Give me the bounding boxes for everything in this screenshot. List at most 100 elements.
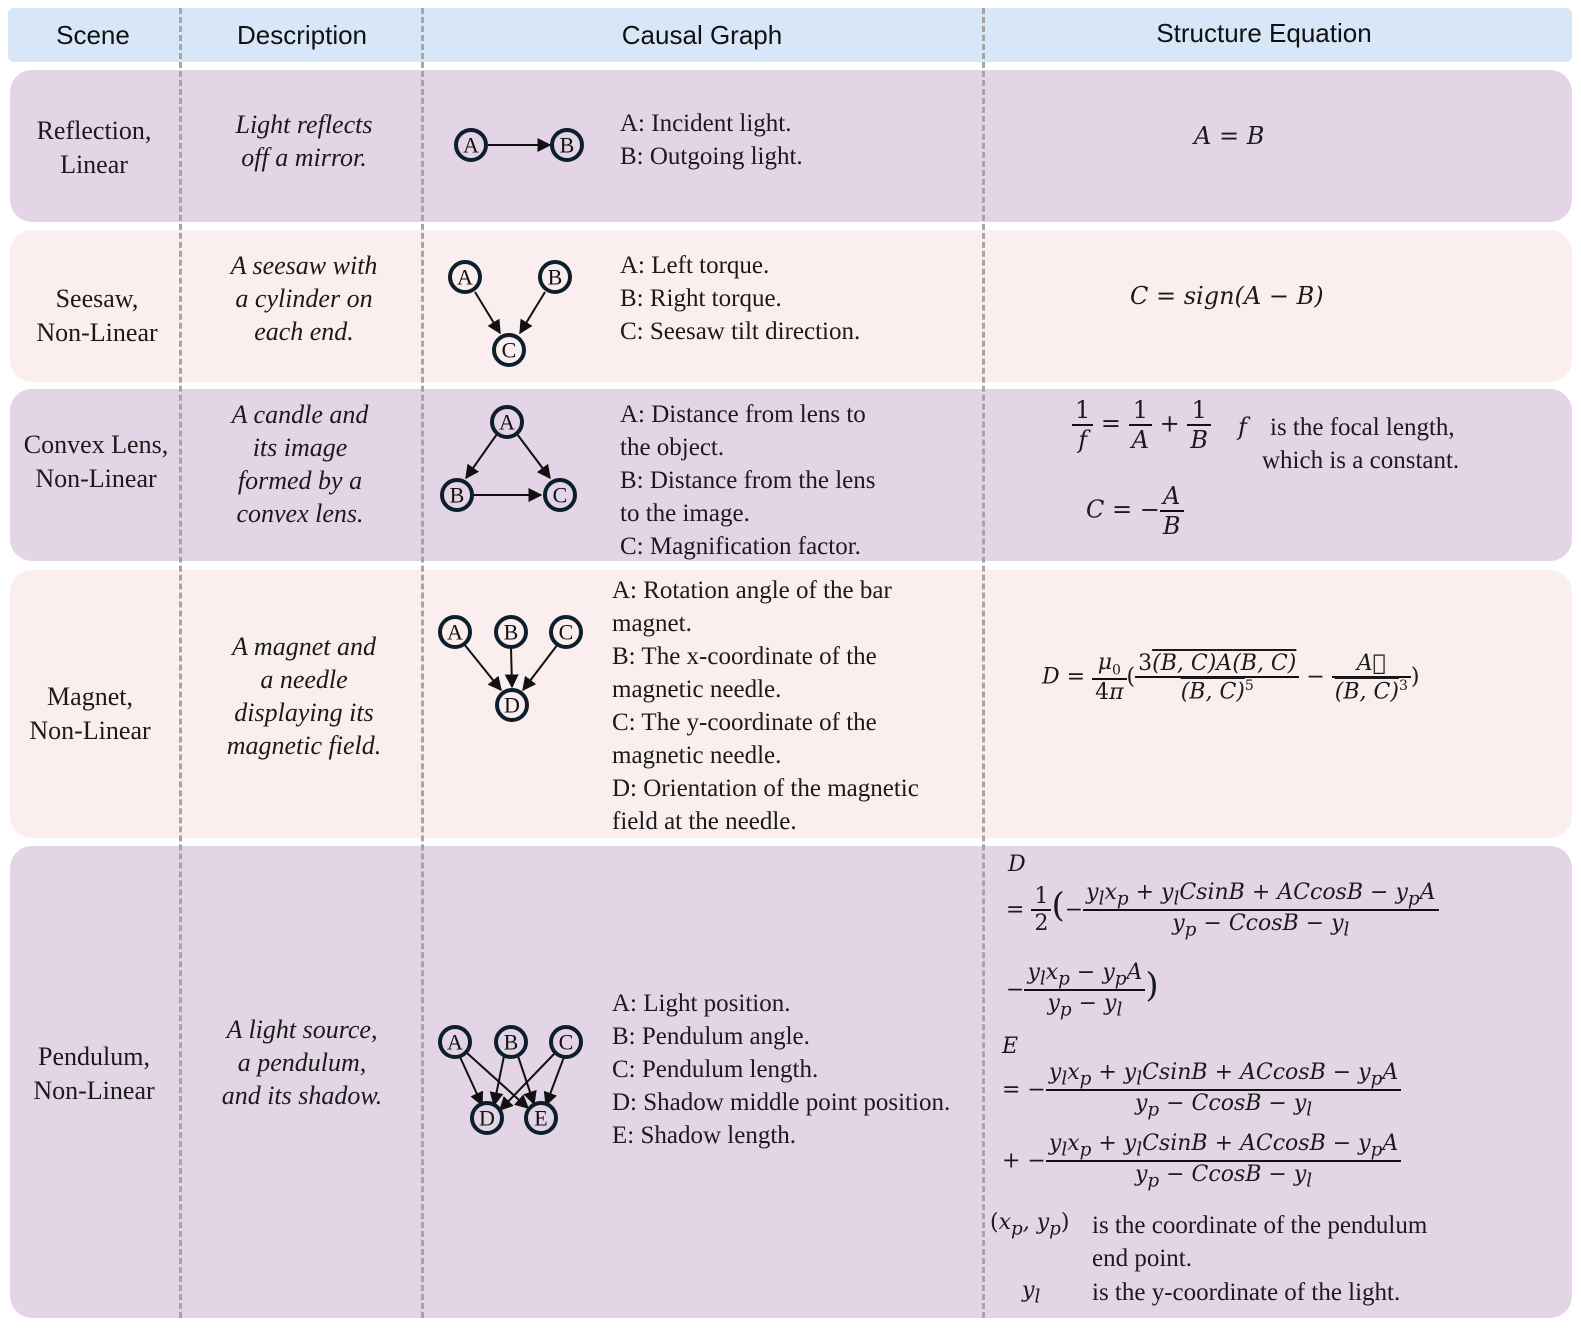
description-line: A magnet and — [232, 632, 376, 661]
light-y-symbol: yl — [1022, 1278, 1041, 1308]
description-line: convex lens. — [236, 499, 364, 528]
edge-a-d — [459, 1056, 484, 1107]
variable-item: field at the needle. — [612, 808, 797, 835]
edge-b-e — [517, 1055, 537, 1106]
scene-description: A light source, a pendulum, and its shad… — [182, 1013, 422, 1112]
node-label: E — [534, 1106, 547, 1131]
scene-name: Magnet, — [47, 682, 133, 711]
header-description: Description — [236, 20, 368, 50]
scene-name: Pendulum, — [38, 1042, 150, 1071]
variable-item: magnetic needle. — [612, 742, 782, 769]
scene-description: A seesaw with a cylinder on each end. — [184, 249, 424, 348]
variable-list: A: Light position. B: Pendulum angle. C:… — [612, 987, 950, 1152]
node-label: B — [450, 483, 465, 508]
edge-b-d — [504, 646, 519, 689]
scene-label: Seesaw, Non-Linear — [10, 282, 184, 350]
causal-graph: A B C D — [438, 615, 583, 722]
node-label: B — [560, 133, 575, 158]
row-magnet — [10, 570, 1572, 838]
node-b — [494, 1025, 528, 1059]
variable-item: C: The y-coordinate of the — [612, 709, 877, 736]
variable-item: C: Seesaw tilt direction. — [620, 318, 861, 345]
node-label: C — [553, 483, 568, 508]
variable-item: B: Outgoing light. — [620, 143, 803, 170]
scene-type: Non-Linear — [35, 464, 157, 493]
variable-item: A: Left torque. — [620, 252, 770, 279]
description-line: and its shadow. — [221, 1081, 383, 1110]
node-a — [448, 260, 482, 294]
note-line: which is a constant. — [1262, 447, 1460, 474]
scene-type: Linear — [60, 150, 128, 179]
variable-item: magnetic needle. — [612, 676, 782, 703]
description-line: each end. — [254, 317, 354, 346]
scene-name: Seesaw, — [55, 284, 139, 313]
node-a — [490, 405, 524, 439]
equation-note: is the coordinate of the pendulum end po… — [1092, 1209, 1427, 1275]
description-line: formed by a — [237, 466, 363, 495]
row-seesaw — [10, 230, 1572, 382]
variable-item: C: Magnification factor. — [620, 533, 861, 560]
variable-item: E: Shadow length. — [612, 1122, 797, 1149]
scene-type: Non-Linear — [33, 1076, 155, 1105]
description-line: displaying its — [234, 698, 374, 727]
node-label: C — [502, 338, 517, 363]
equation-e-cont: + − ylxp + ylCsinB + ACcosB − ypA yp − Cco… — [1002, 1131, 1402, 1192]
column-divider — [179, 8, 182, 1318]
node-c — [543, 478, 577, 512]
edge-a-e — [466, 1052, 530, 1109]
scene-description: A magnet and a needle displaying its mag… — [184, 630, 424, 762]
node-label: B — [548, 265, 563, 290]
description-line: a cylinder on — [235, 284, 373, 313]
node-label: D — [479, 1106, 495, 1131]
description-line: its image — [252, 433, 348, 462]
column-divider — [982, 8, 985, 1318]
equation-e: = − ylxp + ylCsinB + ACcosB − ypA yp − Cco… — [1002, 1060, 1402, 1121]
row-pendulum — [10, 846, 1572, 1318]
scene-type: Non-Linear — [36, 318, 158, 347]
node-b — [550, 128, 584, 162]
variable-item: C: Pendulum length. — [612, 1056, 819, 1083]
variable-item: A: Light position. — [612, 990, 791, 1017]
scene-name: Convex Lens, — [23, 430, 169, 459]
node-b — [538, 260, 572, 294]
variable-item: A: Rotation angle of the bar — [612, 577, 892, 604]
scene-description: Light reflects off a mirror. — [184, 108, 424, 174]
node-label: A — [463, 133, 479, 158]
description-line: Light reflects — [235, 110, 373, 139]
causal-graph: A B C D E — [438, 1025, 583, 1135]
node-label: A — [457, 265, 473, 290]
node-b — [440, 478, 474, 512]
node-label: B — [504, 1030, 519, 1055]
scene-label: Convex Lens, Non-Linear — [10, 428, 182, 496]
scene-label: Magnet, Non-Linear — [10, 680, 170, 748]
note-line: end point. — [1092, 1245, 1192, 1272]
edge-b-c — [519, 291, 546, 335]
variable-item: A: Incident light. — [620, 110, 792, 137]
description-line: magnetic field. — [226, 731, 382, 760]
equation-d-label: D — [1008, 852, 1026, 877]
scene-label: Reflection, Linear — [10, 114, 178, 182]
description-line: off a mirror. — [241, 143, 367, 172]
row-convex-lens — [10, 389, 1572, 561]
structure-equation: C = sign(A − B) — [1130, 282, 1324, 310]
equation-note: is the y-coordinate of the light. — [1092, 1279, 1401, 1306]
node-a — [438, 1025, 472, 1059]
variable-list: A: Distance from lens to the object. B: … — [620, 398, 876, 563]
table-header — [8, 8, 1572, 62]
equation-d-cont: − ylxp − ypA yp − yl) — [1006, 960, 1159, 1021]
equation-d: = 1 2 (− ylxp + ylCsinB + ACcosB − ypA yp − … — [1006, 880, 1439, 941]
node-label: C — [559, 620, 574, 645]
focal-symbol: f — [1238, 413, 1247, 441]
scene-name: Reflection, — [36, 116, 152, 145]
column-divider — [421, 8, 424, 1318]
node-label: C — [559, 1030, 574, 1055]
note-line: is the coordinate of the pendulum — [1092, 1212, 1428, 1239]
variable-list: A: Incident light. B: Outgoing light. — [620, 107, 803, 173]
node-label: A — [447, 620, 463, 645]
description-line: A seesaw with — [230, 251, 378, 280]
header-scene: Scene — [56, 20, 130, 50]
structure-equation: A = B — [1194, 122, 1265, 150]
variable-item: B: Distance from the lens — [620, 467, 876, 494]
description-line: a pendulum, — [237, 1048, 367, 1077]
